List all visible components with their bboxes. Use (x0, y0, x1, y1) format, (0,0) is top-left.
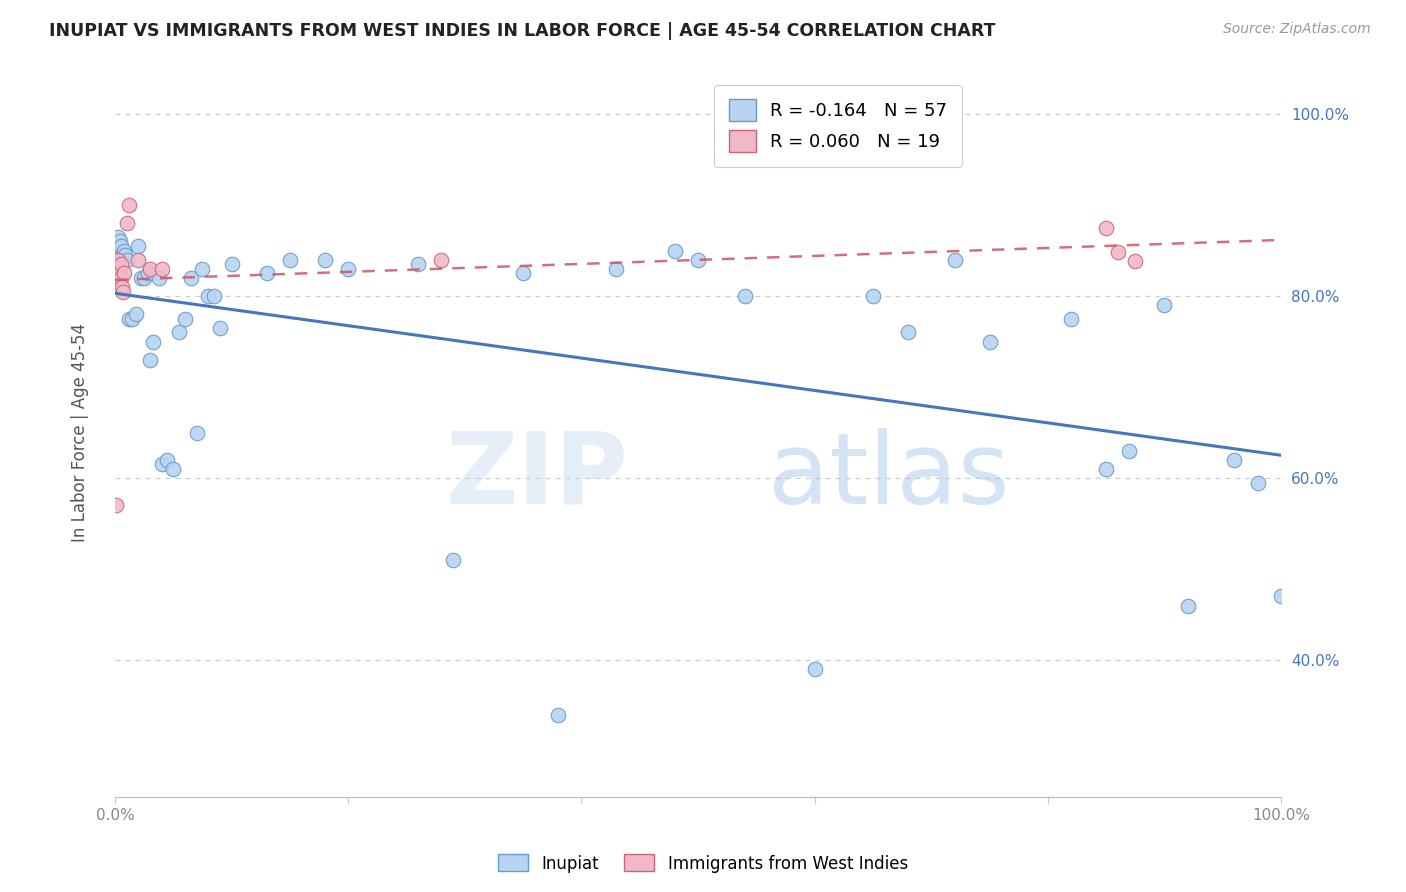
Point (278, 252, 301, 267)
Point (125, 307, 148, 321)
Point (686, 252, 709, 267)
Point (191, 261, 214, 276)
Text: INUPIAT VS IMMIGRANTS FROM WEST INDIES IN LABOR FORCE | AGE 45-54 CORRELATION CH: INUPIAT VS IMMIGRANTS FROM WEST INDIES I… (49, 22, 995, 40)
Point (180, 271, 202, 285)
Point (136, 266, 159, 280)
Point (337, 261, 360, 276)
Point (112, 244, 135, 258)
Point (112, 252, 135, 267)
Point (150, 261, 173, 276)
Point (314, 252, 336, 267)
Point (197, 289, 219, 303)
Point (118, 198, 141, 212)
Point (1270, 590, 1292, 604)
Point (132, 271, 155, 285)
Point (1118, 443, 1140, 458)
Point (107, 271, 129, 285)
Point (115, 216, 138, 230)
Point (110, 239, 132, 253)
Text: ZIP: ZIP (446, 428, 628, 524)
Point (1095, 220, 1118, 235)
Point (221, 257, 243, 271)
Point (1177, 599, 1199, 613)
Point (105, 499, 128, 513)
Point (202, 289, 225, 303)
Point (862, 289, 884, 303)
Point (174, 311, 197, 326)
Point (1060, 311, 1083, 326)
Point (127, 239, 149, 253)
Legend: R = -0.164   N = 57, R = 0.060   N = 19: R = -0.164 N = 57, R = 0.060 N = 19 (714, 85, 962, 167)
Point (1107, 245, 1129, 260)
Point (139, 261, 162, 276)
Point (107, 230, 129, 244)
Point (162, 462, 184, 476)
Point (110, 252, 132, 267)
Point (430, 252, 453, 267)
Point (547, 707, 569, 722)
Point (208, 321, 231, 335)
Point (121, 311, 143, 326)
Point (111, 280, 134, 294)
Point (156, 453, 179, 467)
Point (148, 271, 170, 285)
Point (112, 266, 135, 280)
Point (979, 334, 1001, 349)
Point (150, 458, 173, 472)
Point (664, 244, 686, 258)
Y-axis label: In Labor Force | Age 45-54: In Labor Force | Age 45-54 (72, 323, 89, 542)
Point (943, 252, 966, 267)
Point (114, 248, 136, 262)
Point (406, 257, 429, 271)
Point (108, 235, 131, 249)
Point (110, 257, 132, 271)
Point (803, 662, 825, 676)
Point (108, 266, 131, 280)
Point (605, 261, 627, 276)
Point (1153, 298, 1175, 312)
Point (1247, 475, 1270, 490)
Point (167, 326, 190, 340)
Point (897, 326, 920, 340)
Point (734, 289, 756, 303)
Point (107, 252, 129, 267)
Point (118, 311, 141, 326)
Point (139, 352, 162, 367)
Point (112, 285, 135, 299)
Point (129, 271, 152, 285)
Point (1095, 462, 1118, 476)
Point (441, 553, 464, 567)
Text: Source: ZipAtlas.com: Source: ZipAtlas.com (1223, 22, 1371, 37)
Point (1223, 453, 1246, 467)
Point (115, 252, 138, 267)
Legend: Inupiat, Immigrants from West Indies: Inupiat, Immigrants from West Indies (492, 847, 914, 880)
Point (111, 248, 134, 262)
Text: atlas: atlas (768, 428, 1010, 524)
Point (110, 271, 132, 285)
Point (105, 239, 128, 253)
Point (1123, 254, 1146, 268)
Point (256, 266, 278, 280)
Point (186, 425, 208, 440)
Point (105, 252, 128, 267)
Point (142, 334, 165, 349)
Point (512, 266, 534, 280)
Point (127, 252, 149, 267)
